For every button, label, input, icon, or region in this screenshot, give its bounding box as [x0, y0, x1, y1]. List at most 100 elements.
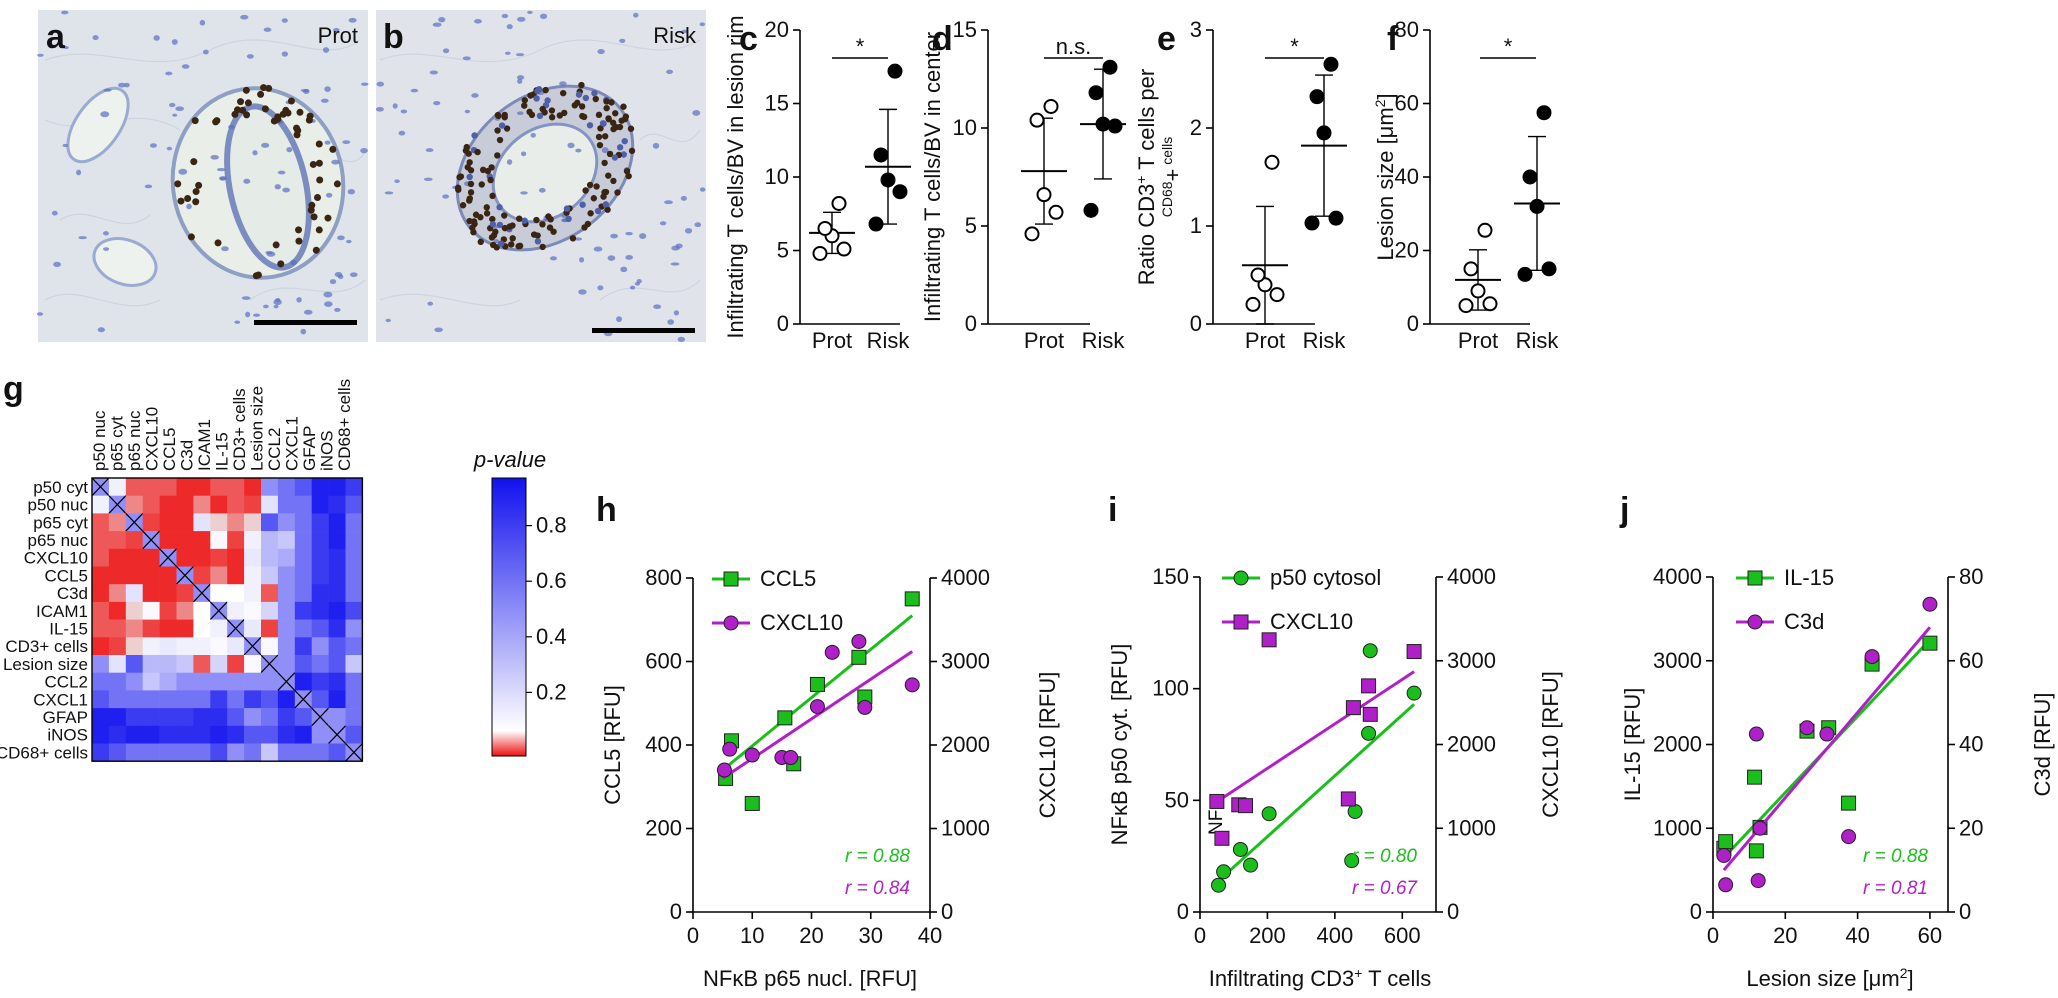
diagonal-cross [176, 566, 194, 585]
diagonal-cross [328, 725, 346, 744]
dotplot-d: d 0 5 10 15 Prot Risk Infiltrating T cells/BV i… [920, 17, 1126, 353]
stained-nucleus [516, 242, 524, 250]
blue-nucleus [144, 184, 153, 189]
x-tick-label: 20 [799, 923, 823, 948]
heatmap-cell [108, 531, 127, 550]
heatmap-cell [261, 601, 279, 620]
heatmap-cell [328, 637, 346, 656]
data-point [1232, 841, 1248, 857]
heatmap-cell [311, 743, 329, 762]
heatmap-cell [261, 743, 279, 762]
heatmap-cell [277, 531, 296, 550]
brown-nucleus [277, 260, 285, 268]
blue-nucleus [216, 168, 226, 172]
panel-letter: g [3, 370, 24, 408]
heatmap-cell [159, 584, 177, 603]
y-tick-label: 40 [1395, 164, 1419, 189]
stained-nucleus [478, 181, 485, 188]
y-tick-label: 80 [1395, 17, 1419, 42]
heatmap-cell [159, 478, 177, 496]
blue-nucleus [281, 18, 288, 23]
blue-nucleus [219, 176, 228, 181]
blue-nucleus [252, 150, 258, 156]
data-point [1922, 596, 1938, 612]
heatmap-border [91, 477, 364, 762]
data-point [857, 699, 873, 715]
legend-label: C3d [1784, 609, 1824, 634]
heatmap-cell [142, 584, 160, 603]
heatmap-cell [328, 619, 346, 638]
x-tick-label: 0 [1707, 923, 1719, 948]
data-point [1477, 222, 1493, 238]
x-tick-label: 20 [1773, 923, 1797, 948]
heatmap-cell [108, 637, 127, 656]
x-tick-label: 200 [1249, 923, 1286, 948]
stained-nucleus [587, 210, 594, 217]
stained-nucleus [534, 232, 541, 239]
superscript: 2 [1900, 965, 1908, 981]
heatmap-cell [125, 584, 143, 603]
y-tick-label: 4000 [1653, 564, 1702, 589]
stained-nucleus [533, 216, 540, 224]
blue-nucleus [228, 124, 235, 130]
heatmap-cell [108, 601, 127, 620]
heatmap-cell [92, 725, 110, 744]
stained-nucleus [497, 240, 505, 247]
stained-nucleus [509, 235, 516, 242]
blue-nucleus [670, 262, 680, 266]
brown-nucleus [252, 272, 260, 280]
stained-nucleus [501, 114, 508, 121]
data-point [1243, 857, 1259, 873]
blue-nucleus [629, 285, 636, 290]
diagonal-cross [277, 672, 296, 691]
legend-label: CXCL10 [1270, 609, 1353, 634]
blue-nucleus [202, 49, 209, 55]
blue-nucleus [575, 148, 582, 153]
colorbar-tick-label: 0.6 [536, 568, 567, 593]
legend-label: CCL5 [760, 566, 816, 591]
heatmap-cell [345, 495, 363, 514]
heatmap-cell [125, 637, 143, 656]
heatmap-cell [108, 672, 127, 691]
heatmap-cell [227, 743, 245, 762]
heatmap-cell [193, 531, 211, 550]
y-tick-label: 100 [1152, 676, 1189, 701]
stained-nucleus [534, 238, 542, 245]
heatmap-cell [311, 495, 329, 514]
blue-nucleus [636, 278, 642, 284]
heatmap-cell [176, 637, 194, 656]
blue-nucleus [263, 27, 272, 32]
heatmap-cell [345, 566, 363, 585]
heatmap-cell [193, 637, 211, 656]
legend-marker [723, 571, 739, 587]
stained-nucleus [611, 154, 619, 161]
brown-nucleus [237, 98, 245, 106]
heatmap-cell [311, 601, 329, 620]
y2-tick-label: 0 [941, 899, 953, 924]
brown-nucleus [244, 99, 252, 107]
stained-nucleus [496, 136, 504, 144]
data-point [744, 795, 760, 811]
stained-nucleus [586, 122, 594, 129]
heatmap-cell [142, 513, 160, 532]
brown-nucleus [296, 108, 304, 116]
stained-nucleus [559, 89, 567, 97]
blue-nucleus [303, 309, 313, 315]
blue-nucleus [432, 22, 442, 27]
brown-nucleus [310, 213, 318, 221]
label-part: T cells [1362, 966, 1431, 991]
heatmap-cell [142, 478, 160, 496]
y-tick-label: 10 [765, 164, 789, 189]
heatmap-cell [193, 672, 211, 691]
heatmap-cell [345, 584, 363, 603]
diagonal-cross [91, 477, 110, 497]
stained-nucleus [494, 152, 501, 159]
heatmap-cell [244, 619, 262, 638]
heatmap-cell [294, 672, 312, 691]
data-point [1406, 685, 1422, 701]
stained-nucleus [579, 112, 586, 120]
heatmap-cell [142, 548, 160, 567]
blue-nucleus [334, 271, 343, 278]
y-tick-label: 2 [1190, 115, 1202, 140]
row-label: CD68+ cells [0, 743, 88, 762]
